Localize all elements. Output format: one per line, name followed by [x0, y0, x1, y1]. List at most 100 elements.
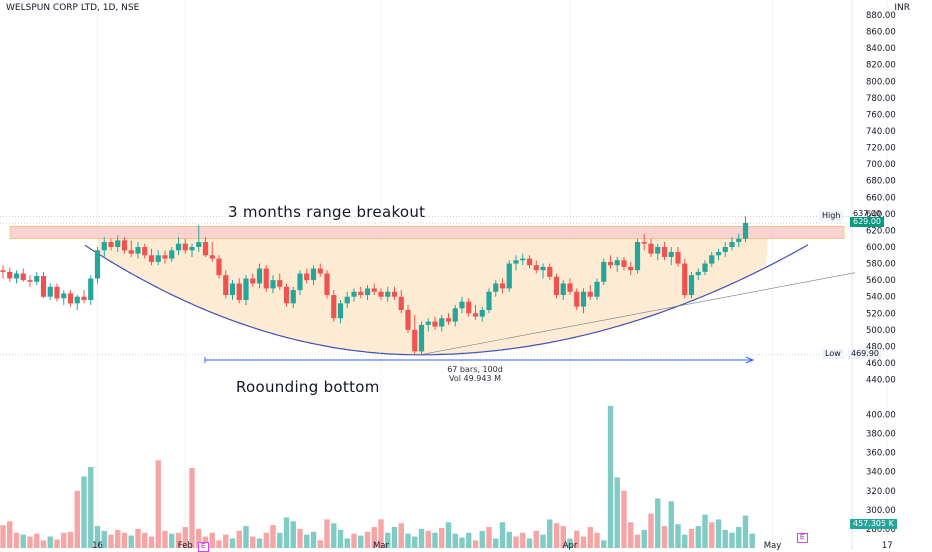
high-label-tag: High	[819, 211, 844, 221]
price-tick-label: 760.00	[866, 110, 896, 120]
candle-body	[526, 258, 533, 266]
volume-bar	[412, 536, 418, 548]
volume-bar	[243, 526, 249, 548]
price-tick-label: 580.00	[866, 260, 896, 270]
volume-bar	[385, 532, 391, 548]
candle-body	[263, 268, 269, 289]
price-tick-label: 560.00	[866, 276, 896, 286]
candle-body	[513, 260, 519, 264]
candle-body	[398, 296, 404, 310]
volume-bar	[641, 529, 647, 548]
candle-body	[169, 250, 175, 259]
volume-bar	[331, 523, 337, 548]
candle-body	[67, 293, 74, 304]
candle-body	[331, 295, 337, 319]
candle-body	[283, 286, 290, 304]
volume-bar	[709, 522, 715, 548]
volume-bar	[493, 538, 499, 548]
candle-body	[364, 288, 371, 296]
candle-body	[621, 260, 627, 267]
candle-body	[277, 280, 283, 287]
volume-bar	[661, 526, 668, 548]
trend-line	[419, 272, 856, 356]
earnings-badge[interactable]: E	[198, 542, 209, 552]
price-tick-label: 600.00	[866, 243, 896, 253]
rounding-bottom-annotation[interactable]: Roounding bottom	[236, 378, 380, 396]
volume-bar	[459, 537, 465, 548]
volume-bar	[702, 514, 708, 548]
volume-bar	[250, 536, 256, 548]
candle-body	[695, 271, 701, 276]
volume-bar	[594, 532, 600, 548]
volume-bar	[189, 467, 195, 548]
volume-bar	[580, 536, 587, 548]
candle-body	[742, 222, 749, 239]
candle-body	[250, 278, 256, 284]
volume-bar	[128, 535, 134, 548]
candle-body	[209, 255, 215, 259]
price-tick-label: 640.00	[866, 210, 896, 220]
rounding-bottom-curve	[84, 244, 809, 356]
price-tick-label: 500.00	[866, 326, 896, 336]
candle-body	[162, 255, 168, 259]
volume-bar	[34, 533, 40, 548]
candle-body	[54, 286, 60, 299]
candle-body	[7, 271, 13, 279]
candle-body	[108, 242, 114, 247]
volume-bar	[216, 540, 222, 548]
candle-body	[196, 242, 202, 247]
volume-bar	[223, 534, 229, 548]
candle-body	[682, 263, 688, 296]
candle-body	[553, 276, 560, 296]
candle-body	[175, 243, 182, 251]
candle-body	[418, 324, 425, 352]
candle-body	[547, 266, 553, 277]
candle-body	[641, 242, 647, 244]
volume-bar	[101, 530, 107, 548]
candle-body	[34, 276, 40, 282]
candle-body	[310, 268, 317, 281]
volume-bar	[169, 533, 175, 548]
candle-body	[648, 243, 654, 254]
earnings-badge-upcoming[interactable]: E	[797, 533, 808, 543]
volume-bar	[283, 517, 290, 548]
candle-body	[439, 318, 445, 327]
volume-bar	[506, 531, 512, 548]
candle-body	[668, 251, 674, 257]
candle-body	[358, 291, 364, 296]
volume-bar	[351, 533, 357, 548]
price-tick-label: 780.00	[866, 94, 896, 104]
volume-bar	[742, 515, 749, 548]
candle-body	[560, 283, 566, 296]
volume-bar	[7, 521, 13, 548]
candle-body	[715, 251, 722, 256]
candle-body	[216, 258, 222, 276]
volume-bar	[736, 527, 742, 548]
volume-bar	[540, 534, 546, 548]
candle-body	[270, 280, 276, 289]
candle-body	[628, 266, 634, 271]
volume-bar	[324, 519, 330, 548]
volume-bar	[398, 523, 404, 548]
volume-bar	[466, 532, 472, 548]
candle-body	[574, 291, 580, 307]
x-tick-label: May	[764, 541, 782, 550]
volume-bar	[513, 536, 519, 548]
candle-body	[479, 309, 485, 317]
volume-value-tag: 457.305 K	[850, 519, 897, 529]
volume-bar	[533, 530, 539, 548]
volume-bar	[722, 529, 728, 548]
candle-body	[729, 242, 735, 247]
low-label-tag: Low	[822, 349, 844, 359]
volume-bar	[88, 466, 94, 548]
volume-bar	[452, 533, 458, 548]
candle-body	[47, 286, 53, 297]
range-breakout-annotation[interactable]: 3 months range breakout	[228, 203, 426, 221]
volume-bar	[175, 532, 182, 548]
volume-bar	[337, 529, 344, 548]
measure-arrow-head	[745, 356, 755, 364]
volume-bar	[54, 539, 60, 548]
volume-bar	[418, 528, 425, 548]
volume-bar	[229, 538, 236, 548]
